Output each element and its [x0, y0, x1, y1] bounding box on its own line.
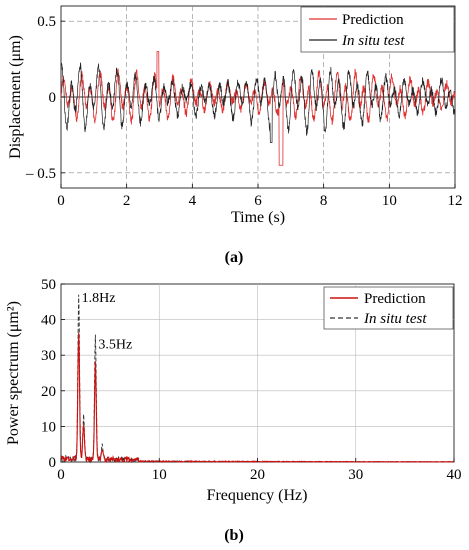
x-tick-label: 2	[123, 193, 131, 209]
y-tick-label: 0	[49, 90, 57, 106]
legend-b-label-insitu: In situ test	[363, 311, 427, 327]
chart-b-legend: Prediction In situ test	[323, 286, 454, 330]
chart-b-xticks: 0 10 20 30 40	[57, 458, 462, 483]
y-tick-label: 0	[49, 455, 57, 471]
chart-b: 0 10 20 30 40 0 10 20 30 40 50 1.8Hz 3.5Hz Frequen…	[5, 277, 462, 544]
series-line-insitu	[60, 62, 456, 143]
chart-a-series	[60, 51, 456, 166]
chart-a-yticks: – 0.5 0 0.5	[25, 14, 65, 182]
x-tick-label: 12	[448, 193, 463, 209]
y-tick-label: – 0.5	[25, 166, 56, 182]
x-tick-label: 8	[320, 193, 328, 209]
chart-a-legend-box	[300, 6, 455, 53]
y-tick-label: 30	[41, 348, 56, 364]
chart-b-ylabel: Power spectrum (μm²)	[5, 301, 22, 445]
chart-a-xticks: 0 2 4 6 8 10 12	[57, 184, 463, 209]
x-tick-label: 10	[152, 467, 167, 483]
chart-b-yticks: 0 10 20 30 40 50	[41, 277, 65, 471]
peak-annotation: 1.8Hz	[82, 291, 116, 306]
chart-a-ylabel: Displacement (μm)	[7, 35, 24, 159]
x-tick-label: 0	[57, 193, 65, 209]
chart-b-grid	[61, 284, 454, 462]
legend-b-label-prediction: Prediction	[364, 291, 426, 307]
x-tick-label: 6	[254, 193, 262, 209]
x-tick-label: 0	[57, 467, 65, 483]
chart-b-panel-label: (b)	[224, 527, 244, 544]
chart-b-annotations: 1.8Hz 3.5Hz	[82, 291, 133, 352]
x-tick-label: 40	[447, 467, 462, 483]
y-tick-label: 40	[41, 313, 56, 329]
chart-a-xlabel: Time (s)	[231, 209, 285, 226]
legend-a-label-prediction: Prediction	[342, 12, 404, 28]
peak-annotation: 3.5Hz	[98, 338, 132, 353]
chart-b-xlabel: Frequency (Hz)	[207, 487, 308, 504]
chart-a-panel-label: (a)	[225, 249, 244, 266]
chart-a-legend: Prediction In situ test	[300, 6, 455, 53]
chart-a: 0 2 4 6 8 10 12 – 0.500.5 Time (s) Displacemen…	[7, 5, 463, 266]
x-tick-label: 30	[348, 467, 363, 483]
y-tick-label: 10	[41, 419, 56, 435]
y-tick-label: 50	[41, 277, 56, 293]
legend-a-label-insitu: In situ test	[341, 33, 405, 49]
y-tick-label: 20	[41, 384, 56, 400]
x-tick-label: 4	[189, 193, 197, 209]
x-tick-label: 10	[382, 193, 397, 209]
y-tick-label: 0.5	[37, 14, 56, 30]
chart-b-legend-box	[323, 286, 454, 330]
x-tick-label: 20	[250, 467, 265, 483]
